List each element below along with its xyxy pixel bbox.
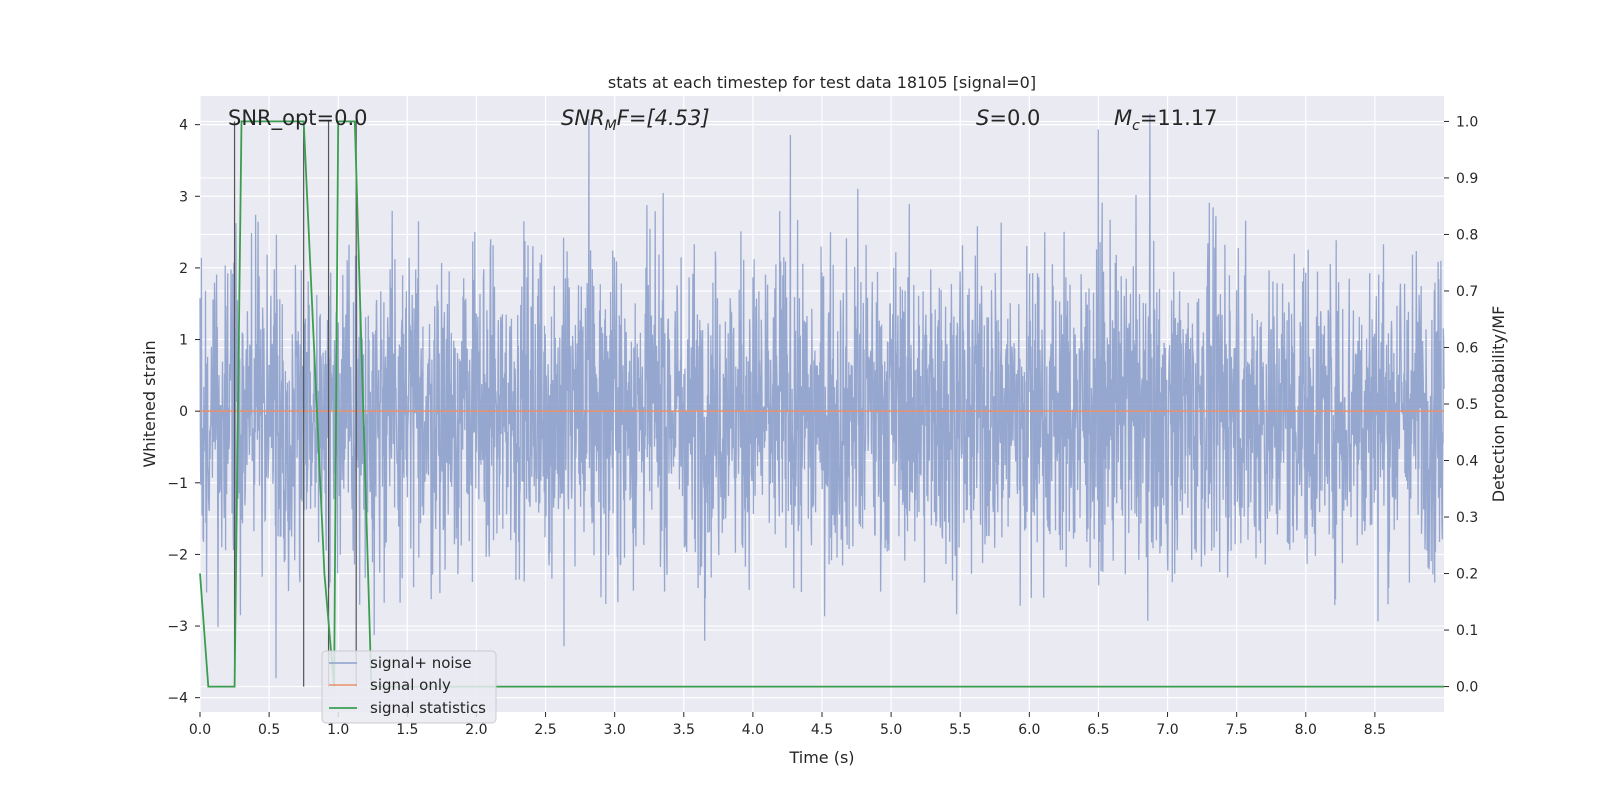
x-tick-label: 2.0 <box>465 722 487 738</box>
x-tick-label: 2.5 <box>534 722 556 738</box>
x-tick-label: 6.0 <box>1018 722 1040 738</box>
mc-annotation: Mc=11.17 <box>1114 106 1218 134</box>
mc-base: M <box>1114 106 1132 130</box>
x-tick-label: 0.0 <box>189 722 211 738</box>
y-tick-label: −2 <box>167 547 188 563</box>
snr-mf-annotation: SNRMF=[4.53] <box>561 106 710 134</box>
y-tick-label: 4 <box>179 118 188 134</box>
y-right-tick-label: 0.5 <box>1456 397 1478 413</box>
y-right-tick-label: 1.0 <box>1456 114 1478 130</box>
mc-rest: =11.17 <box>1140 106 1218 130</box>
x-tick-label: 7.5 <box>1226 722 1248 738</box>
s-rest: =0.0 <box>989 106 1040 130</box>
x-tick-label: 1.5 <box>396 722 418 738</box>
chart-title: stats at each timestep for test data 181… <box>608 73 1036 92</box>
x-tick-label: 8.5 <box>1364 722 1386 738</box>
y-tick-label: 2 <box>179 261 188 277</box>
x-tick-label: 5.0 <box>880 722 902 738</box>
legend-label-noise: signal+ noise <box>370 654 472 672</box>
y-tick-label: 3 <box>179 189 188 205</box>
x-tick-label: 0.5 <box>258 722 280 738</box>
y-right-tick-label: 0.1 <box>1456 623 1478 639</box>
y-tick-label: −3 <box>167 619 188 635</box>
signal-statistics-series <box>199 120 1444 688</box>
x-tick-label: 3.5 <box>673 722 695 738</box>
y-right-tick-label: 0.0 <box>1456 680 1478 696</box>
y-axis-label: Whitened strain <box>140 340 159 467</box>
x-axis-label: Time (s) <box>788 748 854 767</box>
x-tick-label: 6.5 <box>1087 722 1109 738</box>
vertical-markers <box>233 121 357 687</box>
x-tick-label: 4.0 <box>742 722 764 738</box>
legend: signal+ noise signal only signal statist… <box>321 650 497 724</box>
s-base: S <box>976 106 989 130</box>
y-tick-label: 1 <box>179 333 188 349</box>
y-right-tick-label: 0.6 <box>1456 340 1478 356</box>
snr-opt-annotation: SNR_opt=0.0 <box>228 106 368 131</box>
y-right-tick-label: 0.4 <box>1456 454 1478 470</box>
snr-mf-base: SNR <box>561 106 605 130</box>
y-right-tick-label: 0.9 <box>1456 171 1478 187</box>
mc-sub: c <box>1132 118 1140 134</box>
y-right-tick-label: 0.8 <box>1456 227 1478 243</box>
noise-trace <box>199 113 1445 679</box>
y-axis-right-label: Detection probability/MF <box>1489 306 1508 503</box>
y-tick-label: −4 <box>167 691 188 707</box>
s-annotation: S=0.0 <box>976 106 1040 130</box>
signal-noise-series <box>199 113 1445 679</box>
y-right-tick-label: 0.2 <box>1456 567 1478 583</box>
snr-mf-sub: M <box>605 118 617 134</box>
y-ticks: 4 3 2 1 0 −1 −2 −3 −4 <box>167 118 200 707</box>
x-tick-label: 1.0 <box>327 722 349 738</box>
y-right-tick-label: 0.3 <box>1456 510 1478 526</box>
x-tick-label: 5.5 <box>949 722 971 738</box>
legend-label-statistics: signal statistics <box>370 699 486 717</box>
y-tick-label: 0 <box>179 404 188 420</box>
x-tick-label: 4.5 <box>811 722 833 738</box>
legend-label-signal-only: signal only <box>370 676 451 694</box>
y-tick-label: −1 <box>167 476 188 492</box>
x-tick-label: 3.0 <box>604 722 626 738</box>
x-tick-label: 7.0 <box>1156 722 1178 738</box>
x-ticks: 0.0 0.5 1.0 1.5 2.0 2.5 3.0 3.5 4.0 4.5 5.0 5.5 6.0 6… <box>189 712 1386 738</box>
y-ticks-right: 1.0 0.9 0.8 0.7 0.6 0.5 0.4 0.3 0.2 0.1 0.0 <box>1444 114 1478 696</box>
snr-mf-rest: F=[4.53] <box>617 106 710 130</box>
x-tick-label: 8.0 <box>1295 722 1317 738</box>
y-right-tick-label: 0.7 <box>1456 284 1478 300</box>
legend-box <box>321 650 497 724</box>
